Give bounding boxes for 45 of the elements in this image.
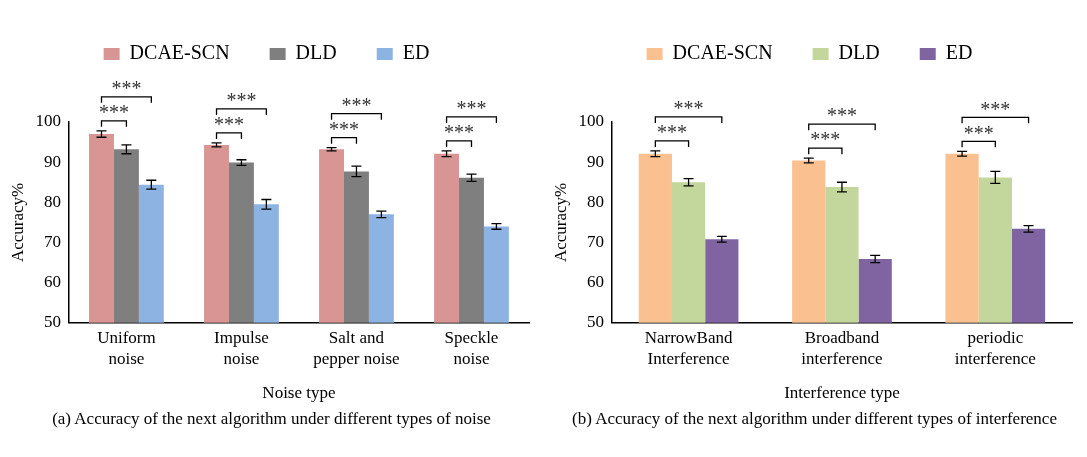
annotation: *** <box>444 121 475 144</box>
annotation: *** <box>213 113 244 136</box>
x-tick-label: periodic interference <box>954 328 1036 368</box>
annotation: *** <box>810 128 841 151</box>
legend-label: ED <box>402 41 430 64</box>
annotation: *** <box>329 117 359 140</box>
y-tick-label: 90 <box>586 151 604 171</box>
text: (a) Accuracy of the next algorithm under different types of noise <box>51 408 492 429</box>
legend-label: DLD <box>295 41 337 64</box>
y-tick-label: 60 <box>586 272 604 292</box>
x-axis-title: Noise type <box>262 383 336 403</box>
y-tick-label: 100 <box>578 111 604 131</box>
y-tick-label: 70 <box>586 231 604 251</box>
y-tick-label: 50 <box>43 312 61 332</box>
legend-label: DCAE-SCN <box>672 41 773 64</box>
x-tick-label: Impulse noise <box>214 328 269 368</box>
x-tick-label: Speckle noise <box>444 328 499 368</box>
x-tick-label: Uniform noise <box>97 328 156 368</box>
annotation: *** <box>656 121 687 144</box>
x-tick-label: NarrowBand Interference <box>644 328 733 368</box>
y-axis-title: Accuracy% <box>550 182 570 263</box>
y-tick-label: 100 <box>35 111 61 131</box>
text: *** <box>341 93 372 116</box>
text: *** <box>226 89 257 112</box>
annotation: *** <box>963 121 994 144</box>
legend-label: DLD <box>838 41 880 64</box>
text: *** <box>980 97 1011 120</box>
y-axis-title: Accuracy% <box>7 182 27 263</box>
x-axis-title: Interference type <box>784 383 900 403</box>
x-tick-label: Salt and pepper noise <box>313 328 400 368</box>
annotation: *** <box>826 104 857 127</box>
text: *** <box>456 97 487 120</box>
y-tick-label: 50 <box>586 312 604 332</box>
y-tick-label: 90 <box>43 151 61 171</box>
y-tick-label: 80 <box>43 191 61 211</box>
legend-label: ED <box>945 41 973 64</box>
annotation: *** <box>98 101 129 124</box>
y-tick-label: 80 <box>586 191 604 211</box>
x-tick-label: Broadband interference <box>801 328 883 368</box>
text: *** <box>111 77 142 100</box>
text: (b) Accuracy of the next algorithm under different types of interference <box>571 408 1058 429</box>
y-tick-label: 70 <box>43 231 61 251</box>
y-tick-label: 60 <box>43 272 61 292</box>
legend-label: DCAE-SCN <box>129 41 230 64</box>
text: *** <box>673 97 704 120</box>
